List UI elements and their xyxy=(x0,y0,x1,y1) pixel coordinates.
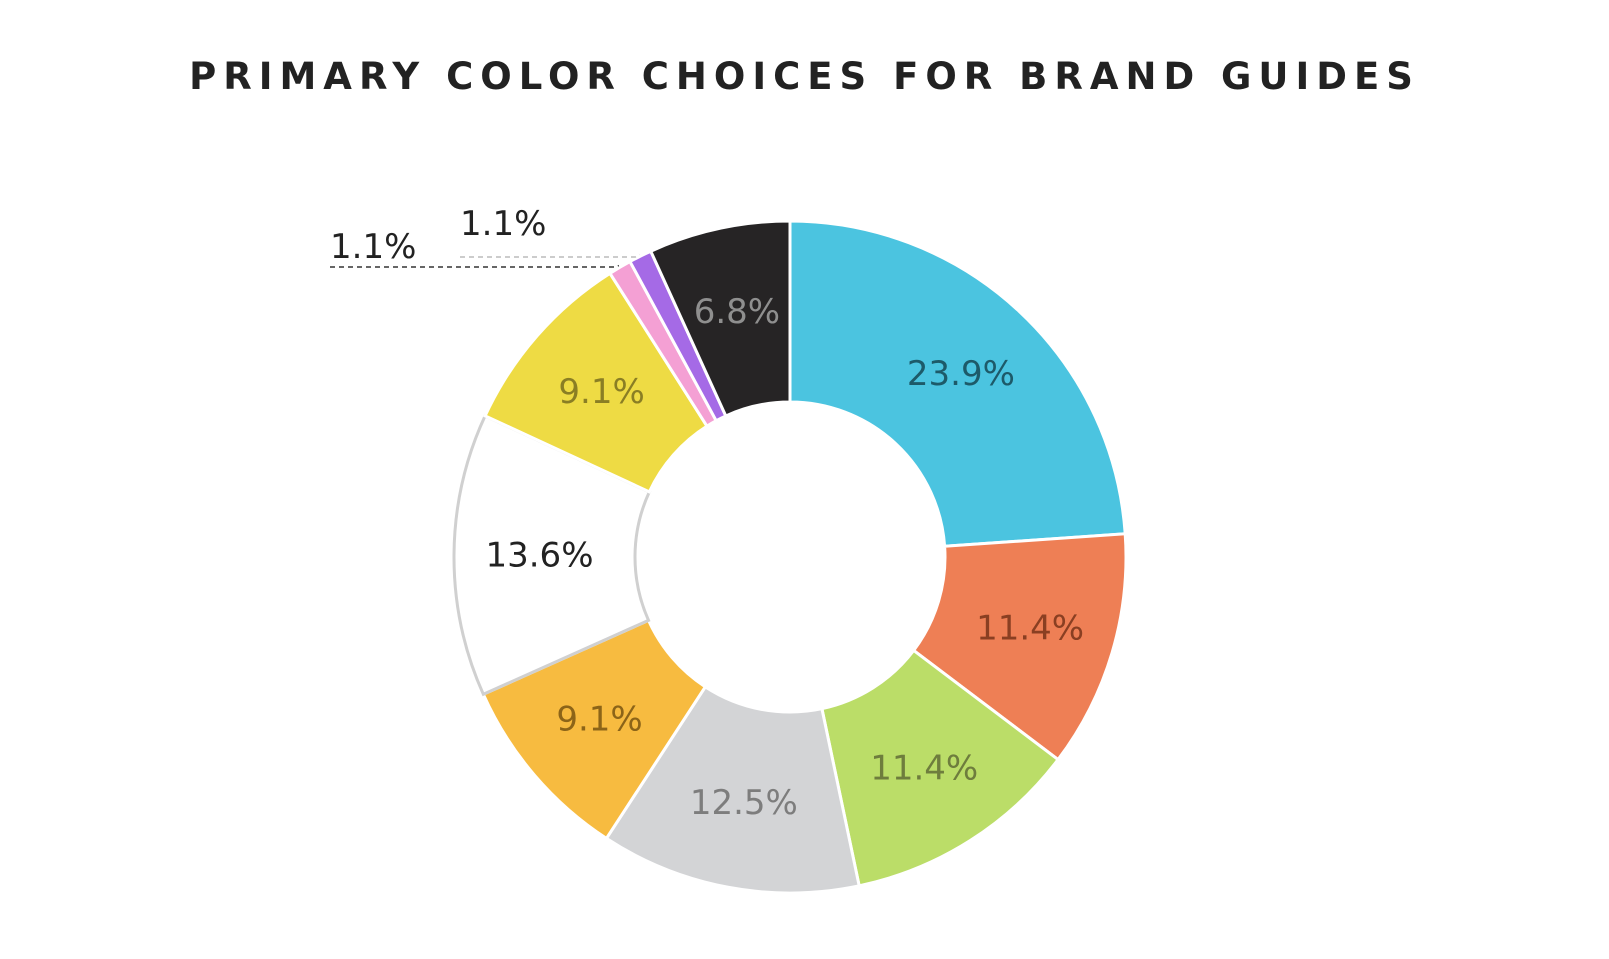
data-label: 9.1% xyxy=(558,372,644,412)
slice-green xyxy=(820,648,1061,888)
data-label: 11.4% xyxy=(870,749,978,789)
data-label: 6.8% xyxy=(694,292,780,332)
data-label: 11.4% xyxy=(976,608,1084,648)
slice-black xyxy=(648,219,792,418)
slice-blue xyxy=(788,219,1127,548)
data-label: 1.1% xyxy=(330,227,416,267)
data-label: 9.1% xyxy=(556,700,642,740)
data-label: 1.1% xyxy=(460,204,546,244)
leader-line xyxy=(460,253,640,258)
data-label: 13.6% xyxy=(485,535,593,575)
data-label: 12.5% xyxy=(690,783,798,823)
data-label: 23.9% xyxy=(907,354,1015,394)
chart-title: PRIMARY COLOR CHOICES FOR BRAND GUIDES xyxy=(189,55,1420,98)
slice-white xyxy=(452,413,652,697)
slice-orange xyxy=(911,532,1128,762)
slice-gray xyxy=(604,684,861,895)
leader-line xyxy=(330,264,620,268)
